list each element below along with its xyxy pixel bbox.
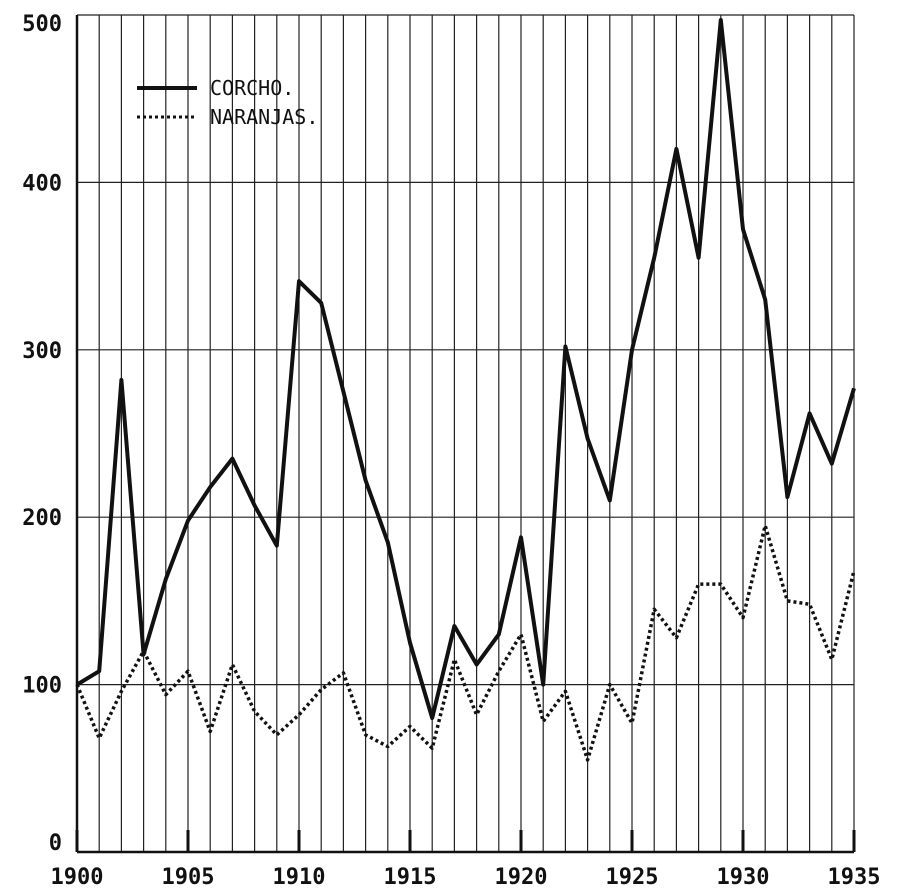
tick-labels: 1900 1905 1910 1915 1920 1925 1930 1935 0 100 200 3… (22, 12, 880, 890)
legend-label-naranjas: NARANJAS. (210, 105, 318, 129)
x-tick-label: 1930 (717, 865, 770, 890)
x-tick-label: 1915 (384, 865, 437, 890)
grid-lines (76, 14, 855, 853)
x-tick-label: 1920 (495, 865, 548, 890)
legend: CORCHO. NARANJAS. (137, 76, 318, 129)
y-tick-label: 100 (22, 674, 62, 699)
series-line-naranjas (75, 523, 856, 762)
y-tick-label: 300 (22, 339, 62, 364)
y-tick-label: 0 (49, 831, 62, 856)
axes (75, 15, 856, 854)
x-tick-label: 1910 (273, 865, 326, 890)
series-line-corcho (75, 18, 856, 721)
legend-label-corcho: CORCHO. (210, 76, 294, 100)
x-tick-label: 1935 (828, 865, 881, 890)
y-tick-label: 400 (22, 171, 62, 196)
x-tick-label: 1900 (51, 865, 104, 890)
y-tick-label: 200 (22, 506, 62, 531)
x-tick-label: 1905 (162, 865, 215, 890)
series-group (75, 18, 856, 762)
y-tick-label: 500 (22, 12, 62, 37)
x-tick-label: 1925 (606, 865, 659, 890)
